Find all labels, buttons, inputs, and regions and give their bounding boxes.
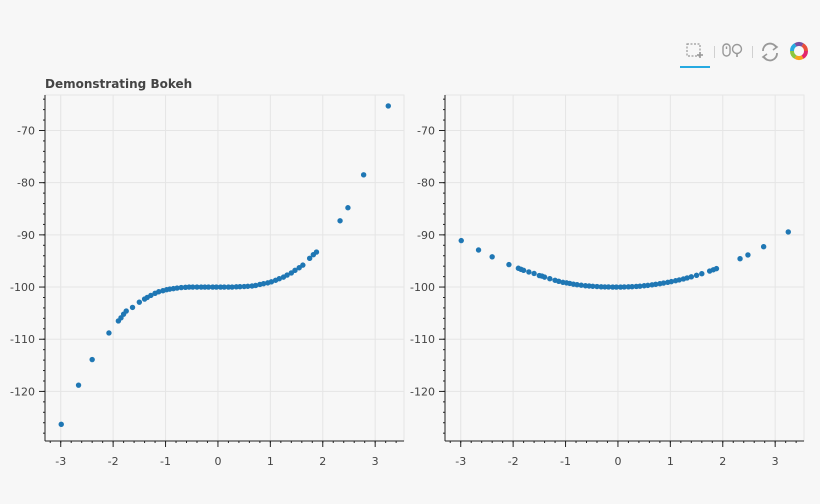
toolbar-separator (714, 46, 715, 58)
data-point[interactable] (688, 274, 695, 280)
x-tick-label: -3 (55, 455, 66, 468)
data-point[interactable] (106, 330, 112, 336)
data-point[interactable] (737, 256, 743, 262)
scatter-plot-right[interactable]: -120 -110 -100 -90 -80 -70 -3 -2 -1 0 1 2 3 (400, 0, 810, 504)
plot-area[interactable] (444, 94, 805, 442)
x-tick-label: 1 (267, 455, 274, 468)
bokeh-logo-icon (790, 42, 808, 60)
box-zoom-icon (686, 43, 703, 58)
data-point[interactable] (745, 252, 751, 258)
x-tick-label: -3 (455, 455, 466, 468)
data-point[interactable] (292, 267, 298, 274)
toolbar (680, 38, 812, 68)
y-tick-label: -100 (10, 281, 35, 294)
scatter-plot-left[interactable]: -120 -110 -100 -90 -80 -70 -3 -2 -1 0 1 2 3 Demonstra… (0, 0, 410, 504)
x-tick-label: -2 (108, 455, 119, 468)
data-point[interactable] (75, 382, 82, 388)
y-tick-label: -70 (417, 124, 435, 137)
data-point[interactable] (148, 292, 154, 299)
y-tick-label: -110 (10, 333, 35, 346)
data-point[interactable] (58, 421, 64, 428)
x-tick-label: -1 (160, 455, 171, 468)
y-tick-label: -110 (410, 333, 435, 346)
data-point[interactable] (526, 269, 532, 275)
x-tick-label: -1 (560, 455, 571, 468)
plot-title: Demonstrating Bokeh (45, 77, 192, 91)
y-tick-label: -80 (417, 177, 435, 190)
data-point[interactable] (520, 267, 527, 274)
data-point[interactable] (713, 265, 720, 272)
wheel-zoom-tool[interactable] (718, 38, 748, 66)
data-point[interactable] (136, 299, 143, 305)
y-tick-label: -80 (17, 177, 35, 190)
data-point[interactable] (345, 205, 351, 211)
data-point[interactable] (458, 237, 464, 244)
data-point[interactable] (360, 172, 367, 178)
data-point[interactable] (385, 103, 391, 109)
data-point[interactable] (337, 218, 343, 224)
bokeh-logo[interactable] (784, 38, 814, 66)
data-point[interactable] (475, 247, 482, 253)
x-tick-label: -2 (508, 455, 519, 468)
data-point[interactable] (129, 304, 136, 311)
y-tick-label: -120 (410, 385, 435, 398)
y-tick-label: -120 (10, 385, 35, 398)
data-point[interactable] (693, 272, 700, 279)
data-point[interactable] (89, 356, 95, 363)
data-point[interactable] (785, 229, 791, 235)
data-point[interactable] (541, 274, 548, 280)
y-tick-label: -90 (417, 229, 435, 242)
data-point[interactable] (123, 308, 129, 314)
x-tick-label: 1 (667, 455, 674, 468)
data-point[interactable] (306, 255, 313, 262)
reset-icon (761, 42, 779, 62)
data-point[interactable] (531, 270, 537, 277)
data-point[interactable] (506, 261, 512, 268)
data-point[interactable] (118, 315, 124, 321)
x-tick-label: 0 (214, 455, 221, 468)
x-tick-label: 3 (372, 455, 379, 468)
plot-area[interactable] (44, 94, 405, 442)
x-tick-label: 2 (719, 455, 726, 468)
y-tick-label: -90 (17, 229, 35, 242)
x-tick-label: 3 (772, 455, 779, 468)
data-point[interactable] (284, 272, 290, 278)
data-point[interactable] (760, 244, 767, 250)
wheel-zoom-icon (722, 43, 743, 57)
data-point[interactable] (547, 275, 553, 282)
data-point[interactable] (489, 254, 495, 260)
data-point[interactable] (313, 249, 320, 255)
data-point[interactable] (300, 262, 306, 268)
reset-tool[interactable] (756, 38, 786, 66)
y-tick-label: -70 (17, 124, 35, 137)
toolbar-separator (752, 46, 753, 58)
x-tick-label: 0 (614, 455, 621, 468)
box-zoom-tool[interactable] (680, 38, 710, 68)
y-tick-label: -100 (410, 281, 435, 294)
data-point[interactable] (288, 270, 295, 276)
data-point[interactable] (699, 270, 705, 277)
x-tick-label: 2 (319, 455, 326, 468)
data-point[interactable] (296, 265, 302, 271)
